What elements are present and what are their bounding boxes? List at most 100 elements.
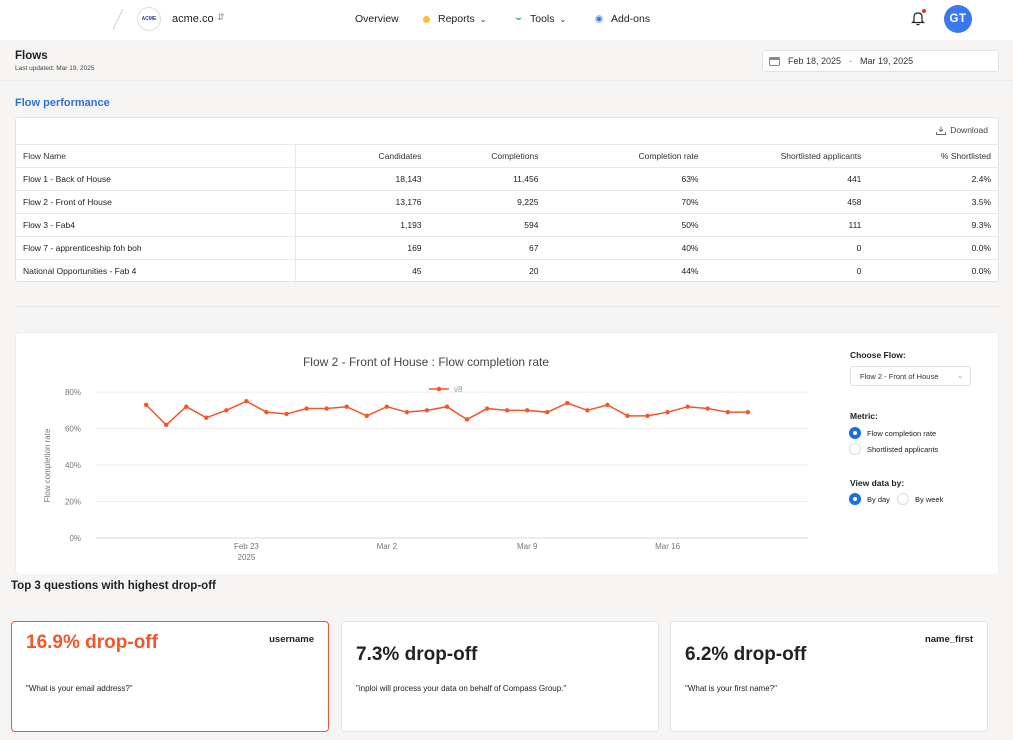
dropoff-card[interactable]: 6.2% drop-off name_first "What is your f… [670, 621, 988, 732]
y-tick-label: 20% [65, 498, 81, 507]
y-tick-label: 60% [65, 425, 81, 434]
column-header-flow-name[interactable]: Flow Name [16, 144, 297, 168]
cell-shortlisted: 0 [856, 266, 862, 277]
data-point [364, 413, 369, 419]
cell-completions: 20 [528, 266, 539, 277]
table-header-row: Flow Name Candidates Completions Complet… [16, 144, 998, 168]
data-point [504, 408, 510, 413]
data-point [184, 404, 189, 409]
cell-shortlisted: 111 [705, 213, 869, 237]
cell-completions: 594 [428, 213, 546, 237]
data-point [384, 404, 390, 409]
table-row[interactable]: Flow 1 - Back of House 18,143 11,456 63%… [16, 167, 998, 191]
metric-option-label: Flow completion rate [867, 428, 937, 438]
metric-option-shortlisted[interactable]: Shortlisted applicants [849, 443, 938, 455]
radio-unselected-icon[interactable] [897, 493, 909, 505]
data-point [344, 404, 349, 409]
nav-reports-label: Reports [438, 13, 475, 25]
download-label: Download [950, 125, 988, 135]
cell-completion-rate: 63% [545, 167, 706, 191]
table-row[interactable]: Flow 3 - Fab4 1,193 594 50% 111 9.3% [16, 213, 998, 237]
cell-candidates: 169 [295, 236, 429, 260]
flow-performance-title: Flow performance [15, 97, 110, 109]
x-tick-label: Feb 23 [234, 542, 259, 551]
cell-flow-name: Flow 2 - Front of House [16, 190, 297, 214]
data-point [444, 404, 450, 409]
column-header-completion-rate[interactable]: Completion rate [545, 144, 706, 168]
cell-completion-rate: 40% [545, 236, 706, 260]
table-row[interactable]: Flow 2 - Front of House 13,176 9,225 70%… [16, 190, 998, 214]
choose-flow-label: Choose Flow: [850, 350, 906, 360]
nav-overview[interactable]: Overview [355, 13, 399, 25]
data-point [705, 406, 710, 411]
nav-overview-label: Overview [355, 13, 399, 25]
legend-marker [436, 386, 442, 392]
download-button[interactable]: Download [936, 125, 988, 135]
data-point [304, 406, 309, 411]
nav-tools[interactable]: Tools ⌄ [514, 13, 566, 25]
table-row[interactable]: National Opportunities - Fab 4 45 20 44%… [16, 259, 998, 283]
x-tick-label: Mar 2 [377, 542, 398, 551]
dropoff-question: "What is your email address?" [26, 684, 133, 693]
org-switcher-icon[interactable]: ⇵ [217, 12, 225, 22]
brand-logo[interactable] [0, 0, 106, 40]
view-option-by-day[interactable]: By day [849, 493, 890, 505]
nav-reports[interactable]: Reports ⌄ [423, 13, 486, 25]
addons-dot-icon [595, 15, 603, 23]
radio-unselected-icon[interactable] [849, 443, 861, 455]
download-icon [936, 126, 947, 135]
chevron-down-icon: ⌄ [957, 373, 963, 380]
cell-completions: 11,456 [428, 167, 546, 191]
data-point [284, 411, 289, 417]
notification-bell-icon[interactable] [911, 10, 925, 26]
radio-selected-icon[interactable] [849, 427, 861, 439]
cell-candidates: 1,193 [295, 213, 429, 237]
data-point [204, 415, 209, 420]
org-logo[interactable]: ACME [137, 7, 161, 31]
table-row[interactable]: Flow 7 - apprenticeship foh boh 169 67 4… [16, 236, 998, 260]
header-divider [0, 80, 1013, 81]
data-point [605, 402, 610, 408]
metric-option-label: Shortlisted applicants [867, 444, 939, 454]
dropoff-percentage: 7.3% drop-off [356, 644, 478, 665]
y-tick-label: 80% [65, 388, 81, 397]
nav-addons[interactable]: Add-ons [595, 13, 650, 25]
column-header-candidates[interactable]: Candidates [295, 144, 429, 168]
cell-flow-name: National Opportunities - Fab 4 [16, 259, 297, 283]
view-option-label: By week [915, 494, 944, 504]
flow-select[interactable]: Flow 2 - Front of House ⌄ [850, 366, 971, 386]
dropoff-section-title: Top 3 questions with highest drop-off [11, 580, 216, 592]
cell-completions: 67 [428, 236, 546, 260]
view-option-label: By day [867, 494, 890, 504]
chevron-down-icon: ⌄ [559, 14, 567, 24]
cell-completion-rate: 44% [681, 266, 699, 277]
cell-percent-shortlisted: 9.3% [868, 213, 998, 237]
data-point [545, 409, 550, 415]
x-tick-label: Mar 16 [655, 542, 680, 551]
data-point [565, 400, 570, 406]
data-point [685, 404, 690, 409]
data-point [224, 408, 229, 413]
calendar-icon [769, 57, 780, 66]
dropoff-card[interactable]: 16.9% drop-off username "What is your em… [11, 621, 329, 732]
user-avatar[interactable]: GT [944, 5, 972, 33]
dropoff-card[interactable]: 7.3% drop-off "inploi will process your … [341, 621, 659, 732]
date-range-picker[interactable]: Feb 18, 2025 - Mar 19, 2025 [762, 50, 999, 72]
column-header-shortlisted-applicants[interactable]: Shortlisted applicants [705, 144, 869, 168]
column-header-percent-shortlisted[interactable]: % Shortlisted [868, 144, 998, 168]
metric-option-completion-rate[interactable]: Flow completion rate [849, 427, 936, 439]
radio-selected-icon[interactable] [849, 493, 861, 505]
breadcrumb-separator-icon [112, 8, 124, 30]
nav-addons-label: Add-ons [611, 13, 651, 25]
cell-shortlisted: 441 [705, 167, 869, 191]
column-header-completions[interactable]: Completions [428, 144, 546, 168]
data-point [163, 422, 169, 428]
view-option-by-week[interactable]: By week [897, 493, 943, 505]
data-point [404, 409, 410, 415]
data-point [143, 402, 149, 408]
cell-candidates: 13,176 [295, 190, 429, 214]
cell-completions: 9,225 [428, 190, 546, 214]
flow-performance-table-card: Download Flow Name Candidates Completion… [15, 117, 999, 283]
data-point [745, 409, 751, 415]
org-name[interactable]: acme.co [172, 13, 214, 25]
